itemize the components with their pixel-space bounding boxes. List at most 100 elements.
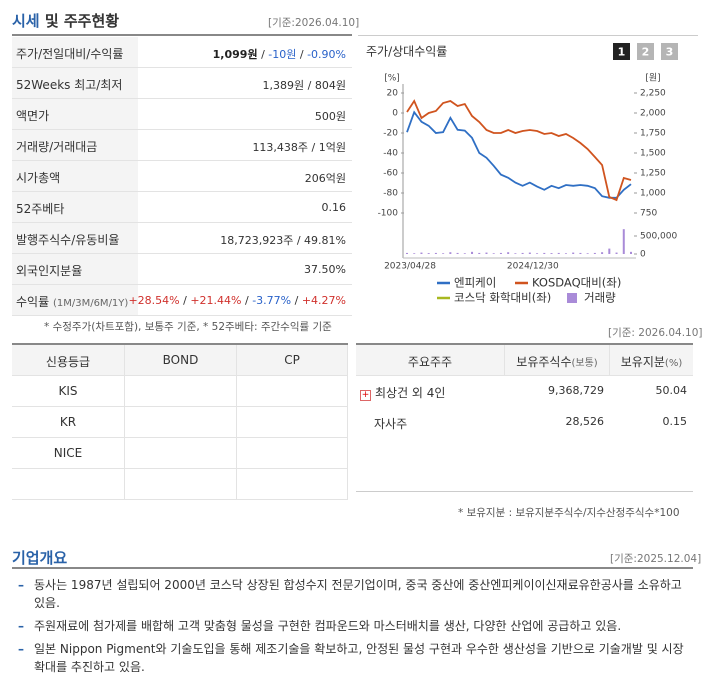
row-label: 시가총액 [12,161,138,191]
volume-bar [557,252,560,254]
volume-bar [413,253,416,254]
tab-label[interactable]: 3 [666,46,674,59]
legend-swatch [567,293,577,303]
table-row: 주가/전일대비/수익률 1,099원 / -10원 / -0.90% [12,37,352,68]
tab-label[interactable]: 2 [642,46,650,59]
label: 거래량/거래대금 [16,140,98,154]
separator: / [304,79,315,92]
bullet: – [18,619,24,633]
volume-bar [630,251,632,254]
legend-label: 코스닥 화학대비(좌) [454,291,551,305]
label: 52주베타 [16,202,65,216]
volume-bar [608,248,611,254]
tick-label: -20 [383,129,398,139]
label: 시가총액 [16,171,61,185]
cell [237,469,348,500]
label: 52Weeks 최고/최저 [16,78,123,92]
value: 49.81% [304,234,346,247]
table-row: 시가총액 206억원 [12,161,352,192]
date: [기준:2025.12.04] [610,553,702,565]
volume-bar [579,252,582,254]
divider [12,34,352,36]
divider [358,35,698,36]
table-row: 52주베타 0.16 [12,192,352,223]
tab[interactable] [661,43,678,60]
label: 외국인지분율 [16,264,83,278]
separator: / [179,294,191,307]
value: 1억원 [318,141,346,154]
value: -10원 [268,48,297,61]
expand-icon[interactable]: + [360,390,371,401]
row-label: 수익률 (1M/3M/6M/1Y) [12,285,138,315]
overview-item: – 일본 Nippon Pigment와 기술도입을 통해 제조기술을 확보하고,… [18,640,690,676]
row-value: 113,438주 / 1억원 [252,139,346,155]
cell [125,376,237,407]
value: 804원 [314,79,346,92]
cell-text: 자사주 [374,417,408,431]
table-row: 거래량/거래대금 113,438주 / 1억원 [12,130,352,161]
header-cell: BOND [125,345,237,376]
row-label: 발행주식수/유동비율 [12,223,138,253]
volume-bar [550,253,553,254]
tick-label: 2,000 [640,109,666,119]
legend-label: 엔피케이 [454,276,496,290]
tab-label[interactable]: 1 [618,46,626,59]
row-label: 주가/전일대비/수익률 [12,37,138,67]
cell [125,407,237,438]
label-note: (1M/3M/6M/1Y) [52,298,129,309]
bullet: – [18,642,24,656]
volume-bar [471,251,474,254]
volume-bar [463,253,466,254]
volume-bar [478,252,481,254]
tab[interactable] [637,43,654,60]
row-label: 52주베타 [12,192,138,222]
row-value: +28.54% / +21.44% / -3.77% / +4.27% [128,294,346,307]
row-value: 500원 [315,108,346,124]
volume-bar [449,252,452,254]
separator: / [296,48,308,61]
header-cell: CP [237,345,348,376]
separator: / [291,294,302,307]
cell-text: 50.04 [655,384,688,397]
cell [125,469,237,500]
volume-bar [528,252,531,254]
table-row: 52Weeks 최고/최저 1,389원 / 804원 [12,68,352,99]
tick-label: 2,250 [640,89,666,99]
date: [기준:2026.04.10] [268,17,360,29]
table-row: 액면가 500원 [12,99,352,130]
header-cell: 신용등급 [12,345,125,376]
separator: / [308,141,319,154]
label: 발행주식수/유동비율 [16,233,120,247]
title-rest: 및 주주현황 [44,12,120,30]
volume-bar [601,252,604,254]
date: [기준: 2026.04.10] [608,327,703,339]
tick-label: -100 [378,209,399,219]
cell: KR [12,407,125,438]
row-value: 0.16 [322,201,347,214]
value: +21.44% [190,294,242,307]
tick-label: -60 [383,169,398,179]
volume-bar [536,253,539,254]
cell: 자사주 [356,407,505,438]
cell: + 최상건 외 4인 [356,376,505,407]
volume-bar [593,252,596,254]
series-line [406,99,632,202]
divider [12,567,693,569]
volume-bar [485,252,488,254]
cell: NICE [12,438,125,469]
value: -0.90% [307,48,346,61]
volume-bar [434,252,437,254]
tick-label: 1,250 [640,169,666,179]
value: +4.27% [301,294,346,307]
header-cell: 주요주주 [356,345,505,376]
row-label: 액면가 [12,99,138,129]
cell-text: 9,368,729 [548,384,604,397]
value: 0.16 [321,201,347,214]
tick-label: 1,000 [640,189,666,199]
volume-bar [499,252,502,254]
header-unit: (보통) [571,358,598,369]
tab[interactable] [613,43,630,60]
cell: 0.15 [610,407,693,438]
overview-text: 일본 Nippon Pigment와 기술도입을 통해 제조기술을 확보하고, … [34,642,684,674]
